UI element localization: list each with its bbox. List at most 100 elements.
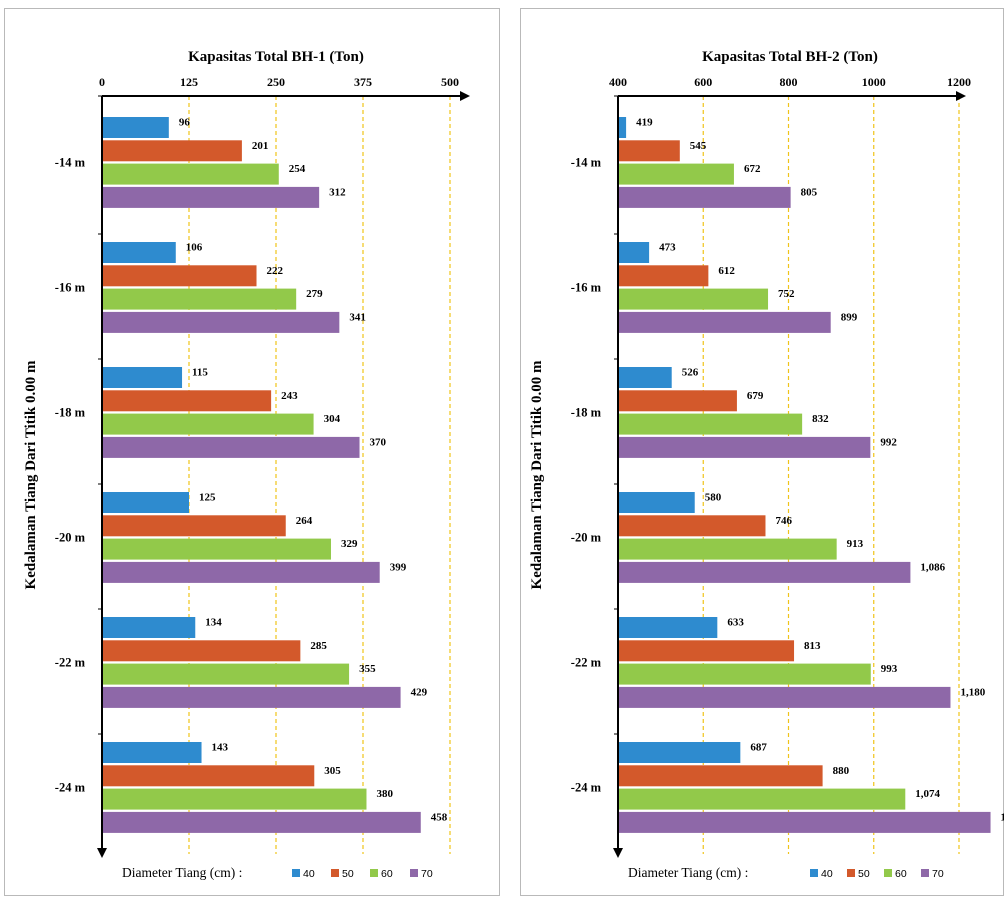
bar-s40 [102,367,183,388]
category-label: -14 m [55,155,86,169]
category-label: -24 m [55,780,86,794]
category-label: -14 m [571,155,602,169]
bar-s50 [102,140,242,162]
chart-bh1: Kapasitas Total BH-1 (Ton) 0 125 250 375 500 K… [23,49,470,880]
chart-bh2: Kapasitas Total BH-2 (Ton) 400 600 800 1000 1… [529,49,1004,880]
bar-s70 [618,436,871,458]
data-label: 458 [431,811,448,823]
data-label: 899 [841,311,858,323]
data-label: 285 [310,640,327,652]
legend-item-40: 40 [303,868,315,880]
data-label: 143 [212,742,229,754]
legend-swatch-50 [331,869,339,877]
x-tick-label: 125 [180,75,198,89]
legend-item-70: 70 [932,868,944,880]
bar-s60 [618,163,734,185]
category-label: -18 m [571,405,602,419]
data-label: 304 [324,413,341,425]
bar-s70 [102,436,360,458]
category-label: -20 m [571,530,602,544]
x-tick-label: 800 [780,75,798,89]
data-label: 125 [199,492,216,504]
data-label: 264 [296,515,313,527]
legend-swatch-70 [921,869,929,877]
data-label: 419 [636,117,653,129]
bar-s60 [102,538,331,560]
data-label: 1,274 [1001,811,1004,823]
data-label: 633 [727,617,744,629]
bar-s60 [618,538,837,560]
legend-item-50: 50 [858,868,870,880]
data-label: 243 [281,390,298,402]
bar-s50 [102,640,301,662]
bar-s50 [618,265,709,287]
bar-s60 [618,288,769,310]
data-label: 832 [812,413,829,425]
data-label: 380 [376,788,393,800]
data-label: 752 [778,288,795,300]
legend-item-70: 70 [421,868,433,880]
bar-s50 [102,765,315,787]
bar-s60 [102,413,314,435]
bar-s60 [102,788,367,810]
x-tick-label: 600 [694,75,712,89]
legend-swatch-50 [847,869,855,877]
chart-title: Kapasitas Total BH-1 (Ton) [188,49,364,65]
bar-s70 [102,686,401,708]
bar-s70 [102,186,320,208]
data-label: 1,086 [920,561,945,573]
y-axis-arrow [613,848,623,858]
data-label: 992 [880,436,897,448]
y-axis-label: Kedalaman Tiang Dari Titik 0.00 m [23,360,39,589]
data-label: 201 [252,140,269,152]
legend-swatch-60 [884,869,892,877]
data-label: 115 [192,367,208,379]
data-label: 993 [881,663,898,675]
bar-s60 [102,663,350,685]
bar-s40 [618,617,718,638]
data-label: 612 [718,265,735,277]
data-label: 746 [775,515,792,527]
data-label: 526 [682,367,699,379]
data-label: 429 [411,686,428,698]
data-label: 1,074 [915,788,940,800]
bar-s60 [102,288,297,310]
chart-title: Kapasitas Total BH-2 (Ton) [702,49,878,65]
bar-s70 [618,686,951,708]
data-label: 279 [306,288,323,300]
legend-item-40: 40 [821,868,833,880]
bar-s60 [618,413,803,435]
bar-s50 [618,515,766,537]
data-label: 679 [747,390,764,402]
chart-panel-bh2: Kapasitas Total BH-2 (Ton) 400 600 800 1000 1… [520,8,1004,896]
bar-s50 [102,265,257,287]
bar-s50 [618,140,680,162]
data-label: 134 [205,617,222,629]
x-axis-arrow [460,91,470,101]
x-tick-label: 0 [99,75,105,89]
bar-s60 [102,163,279,185]
data-label: 580 [705,492,722,504]
bar-s40 [618,242,650,263]
legend-title: Diameter Tiang (cm) : [122,865,242,880]
category-label: -22 m [571,655,602,669]
chart-panel-bh1: Kapasitas Total BH-1 (Ton) 0 125 250 375 500 K… [4,8,500,896]
bar-s50 [102,515,286,537]
category-label: -20 m [55,530,86,544]
category-label: -24 m [571,780,602,794]
legend-item-60: 60 [895,868,907,880]
y-axis-label: Kedalaman Tiang Dari Titik 0.00 m [529,360,545,589]
x-tick-label: 400 [609,75,627,89]
data-label: 305 [324,765,341,777]
bar-s40 [618,742,741,763]
bar-s70 [618,311,831,333]
bar-s70 [102,811,421,833]
bar-s40 [618,367,672,388]
data-label: 473 [659,242,676,254]
bar-s40 [618,492,695,513]
data-label: 672 [744,163,761,175]
legend-swatch-40 [810,869,818,877]
data-label: 329 [341,538,358,550]
bar-s50 [618,640,795,662]
data-label: 1,180 [960,686,985,698]
